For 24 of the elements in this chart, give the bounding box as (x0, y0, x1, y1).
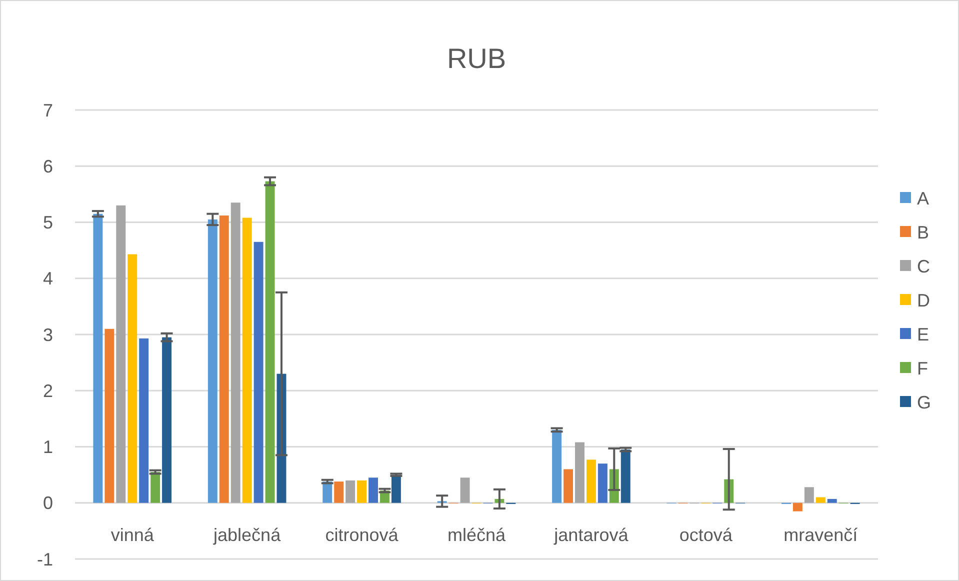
y-tick-label: 6 (42, 156, 53, 176)
legend-label: B (917, 222, 930, 242)
legend-label: C (917, 256, 930, 276)
x-tick-label: citronová (325, 524, 400, 545)
y-tick-label: 2 (42, 380, 53, 401)
x-tick-label: mravenčí (784, 524, 858, 545)
x-tick-label: jablečná (212, 524, 282, 545)
chart-title: RUB (446, 43, 506, 74)
x-tick-label: mléčná (447, 524, 506, 545)
legend-label: F (917, 358, 928, 378)
y-tick-label: 0 (42, 493, 53, 514)
x-tick-label: octová (679, 524, 734, 545)
y-tick-label: 3 (42, 324, 53, 345)
y-tick-label: -1 (36, 549, 53, 570)
y-tick-label: 1 (42, 437, 53, 458)
x-tick-label: vinná (110, 524, 155, 545)
y-tick-label: 4 (42, 268, 53, 289)
y-tick-label: 5 (42, 212, 53, 233)
legend-label: E (917, 324, 930, 344)
y-tick-label: 7 (42, 100, 53, 120)
x-tick-label: jantarová (553, 524, 630, 545)
legend-label: G (917, 392, 932, 412)
legend-label: A (917, 188, 930, 208)
legend-label: D (917, 290, 930, 310)
